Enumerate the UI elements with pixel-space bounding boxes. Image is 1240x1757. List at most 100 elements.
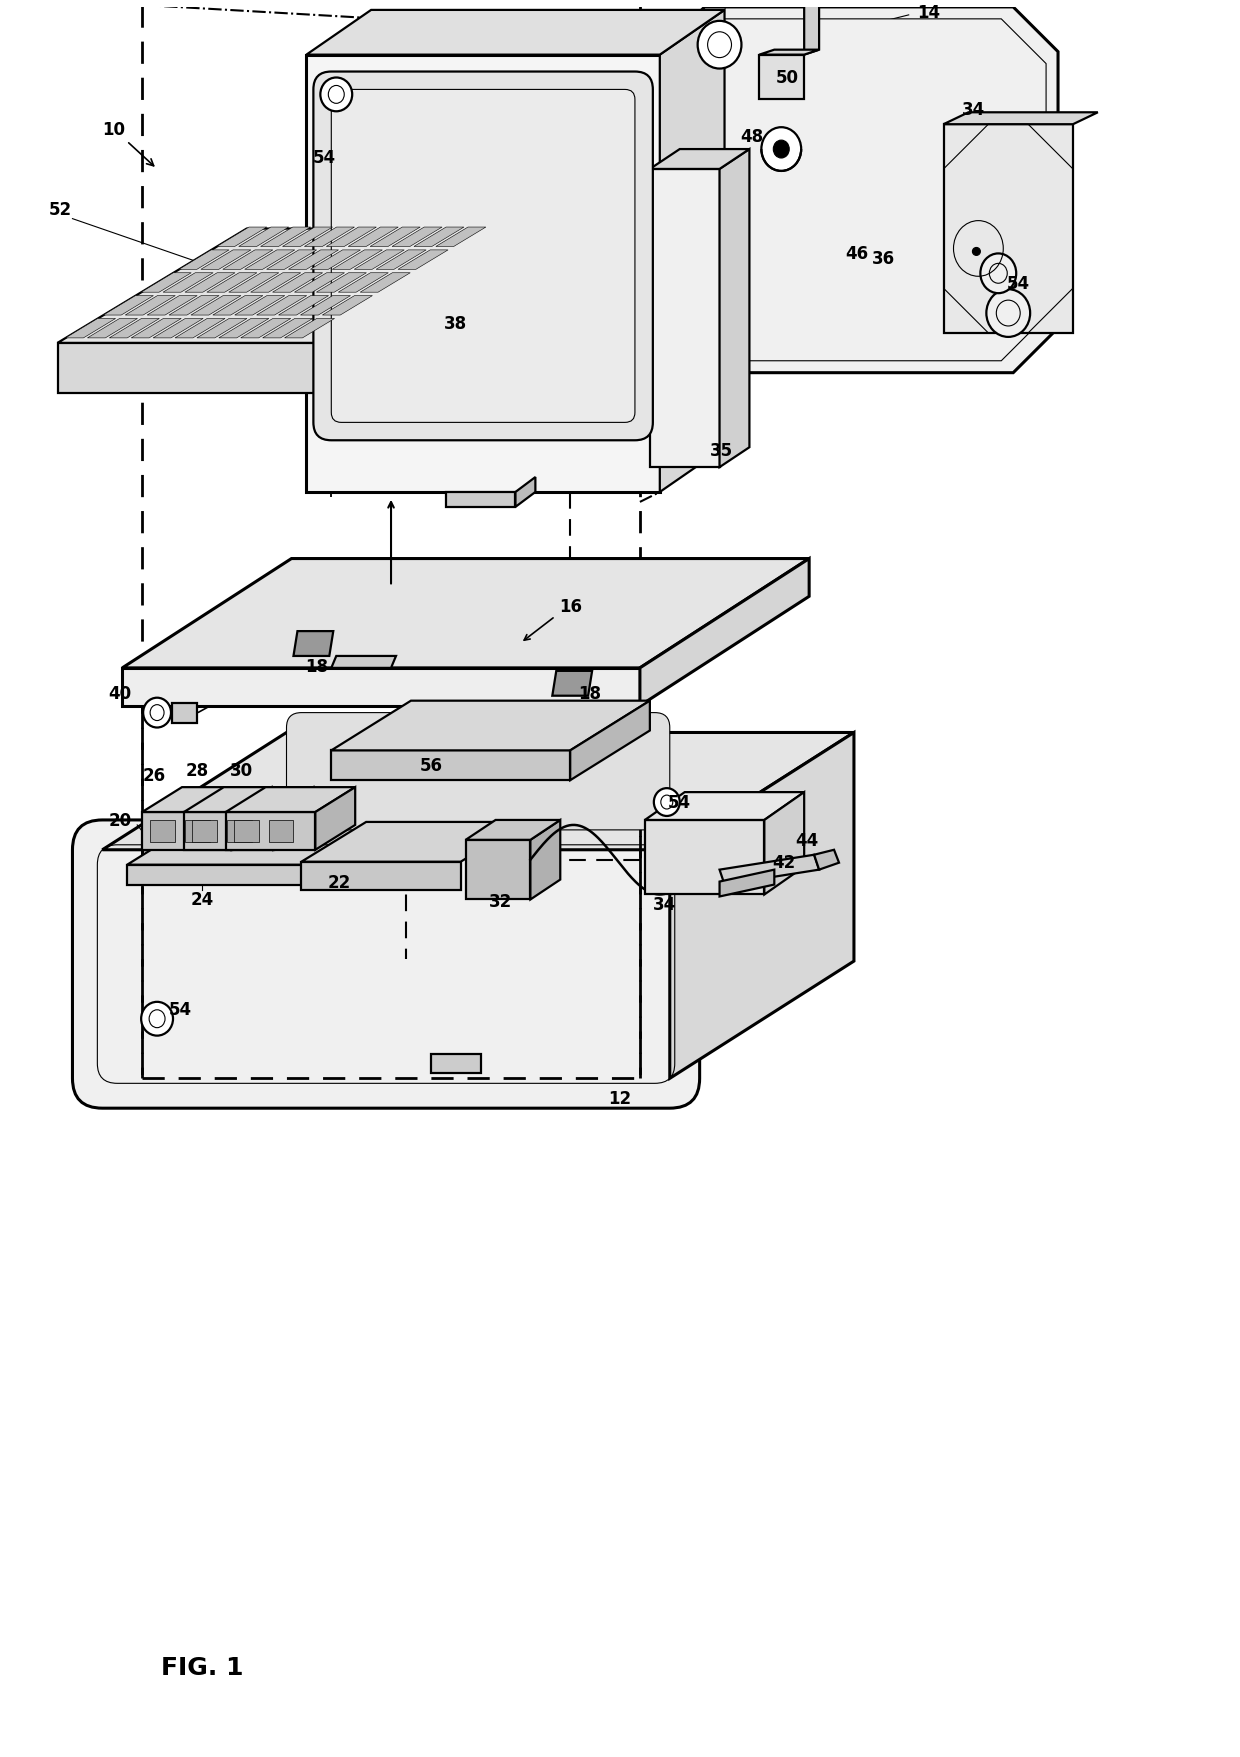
Polygon shape bbox=[213, 297, 263, 316]
Polygon shape bbox=[660, 11, 724, 492]
Polygon shape bbox=[239, 228, 289, 248]
Text: 44: 44 bbox=[796, 831, 818, 849]
Polygon shape bbox=[148, 297, 197, 316]
Ellipse shape bbox=[698, 21, 742, 70]
Polygon shape bbox=[274, 787, 314, 850]
Text: 30: 30 bbox=[231, 763, 253, 780]
Polygon shape bbox=[446, 492, 516, 508]
Text: 18: 18 bbox=[305, 657, 327, 675]
Polygon shape bbox=[250, 274, 301, 293]
Polygon shape bbox=[232, 787, 272, 850]
Polygon shape bbox=[283, 228, 332, 248]
Polygon shape bbox=[516, 478, 536, 508]
Polygon shape bbox=[267, 251, 316, 271]
Polygon shape bbox=[370, 228, 420, 248]
Bar bbox=[192, 821, 217, 842]
Polygon shape bbox=[310, 251, 361, 271]
Polygon shape bbox=[672, 19, 1047, 362]
Polygon shape bbox=[141, 274, 191, 293]
Text: 12: 12 bbox=[609, 1089, 631, 1107]
Polygon shape bbox=[273, 274, 322, 293]
Polygon shape bbox=[143, 812, 232, 850]
Polygon shape bbox=[466, 840, 531, 900]
Polygon shape bbox=[109, 320, 160, 339]
Text: FIG. 1: FIG. 1 bbox=[161, 1655, 243, 1678]
Polygon shape bbox=[185, 274, 236, 293]
Polygon shape bbox=[123, 559, 810, 668]
Polygon shape bbox=[57, 344, 326, 394]
Polygon shape bbox=[197, 320, 247, 339]
Bar bbox=[233, 821, 259, 842]
Polygon shape bbox=[244, 251, 295, 271]
Polygon shape bbox=[531, 821, 560, 900]
Polygon shape bbox=[645, 821, 764, 894]
Polygon shape bbox=[143, 787, 272, 812]
Text: 54: 54 bbox=[668, 794, 691, 812]
Polygon shape bbox=[414, 228, 464, 248]
Text: 18: 18 bbox=[579, 683, 601, 703]
Polygon shape bbox=[640, 559, 810, 706]
Text: 52: 52 bbox=[48, 200, 72, 218]
Ellipse shape bbox=[150, 705, 164, 720]
Polygon shape bbox=[650, 170, 719, 467]
Polygon shape bbox=[103, 297, 154, 316]
Polygon shape bbox=[306, 56, 660, 492]
Polygon shape bbox=[430, 1054, 481, 1074]
FancyBboxPatch shape bbox=[331, 90, 635, 423]
Polygon shape bbox=[355, 251, 404, 271]
Polygon shape bbox=[326, 230, 516, 394]
Ellipse shape bbox=[981, 255, 1017, 293]
Polygon shape bbox=[322, 297, 372, 316]
Polygon shape bbox=[645, 792, 805, 821]
Text: 54: 54 bbox=[1007, 276, 1029, 293]
Polygon shape bbox=[172, 703, 197, 724]
Polygon shape bbox=[300, 297, 351, 316]
Polygon shape bbox=[289, 251, 339, 271]
Polygon shape bbox=[257, 297, 306, 316]
Polygon shape bbox=[57, 230, 516, 344]
Polygon shape bbox=[260, 228, 311, 248]
Text: 26: 26 bbox=[143, 766, 166, 785]
Ellipse shape bbox=[774, 141, 789, 158]
Polygon shape bbox=[315, 787, 355, 850]
Polygon shape bbox=[331, 701, 650, 750]
Polygon shape bbox=[331, 750, 570, 780]
Polygon shape bbox=[301, 863, 461, 891]
Ellipse shape bbox=[986, 290, 1030, 337]
Polygon shape bbox=[670, 733, 854, 1079]
Polygon shape bbox=[125, 297, 175, 316]
Text: 24: 24 bbox=[190, 891, 213, 908]
Text: 54: 54 bbox=[169, 1000, 191, 1019]
Polygon shape bbox=[815, 850, 839, 870]
Text: 22: 22 bbox=[327, 873, 351, 891]
Polygon shape bbox=[191, 297, 241, 316]
Polygon shape bbox=[263, 320, 312, 339]
Text: 10: 10 bbox=[103, 121, 154, 167]
Polygon shape bbox=[305, 228, 355, 248]
Polygon shape bbox=[764, 792, 805, 894]
Polygon shape bbox=[179, 251, 229, 271]
Text: 38: 38 bbox=[444, 315, 467, 332]
Polygon shape bbox=[234, 297, 285, 316]
FancyBboxPatch shape bbox=[314, 72, 652, 441]
Polygon shape bbox=[294, 633, 334, 657]
Polygon shape bbox=[87, 320, 138, 339]
Polygon shape bbox=[175, 320, 226, 339]
Polygon shape bbox=[719, 870, 774, 898]
Polygon shape bbox=[169, 297, 219, 316]
Polygon shape bbox=[217, 228, 267, 248]
Polygon shape bbox=[398, 251, 448, 271]
Polygon shape bbox=[241, 320, 291, 339]
Polygon shape bbox=[207, 274, 257, 293]
Polygon shape bbox=[660, 9, 1058, 374]
Polygon shape bbox=[218, 320, 269, 339]
Bar bbox=[269, 821, 294, 842]
Bar bbox=[227, 821, 252, 842]
FancyBboxPatch shape bbox=[286, 713, 670, 831]
Polygon shape bbox=[719, 856, 820, 886]
Polygon shape bbox=[128, 864, 435, 886]
Text: 34: 34 bbox=[653, 896, 677, 914]
Text: 32: 32 bbox=[489, 893, 512, 910]
Polygon shape bbox=[103, 733, 854, 850]
Polygon shape bbox=[331, 657, 396, 668]
